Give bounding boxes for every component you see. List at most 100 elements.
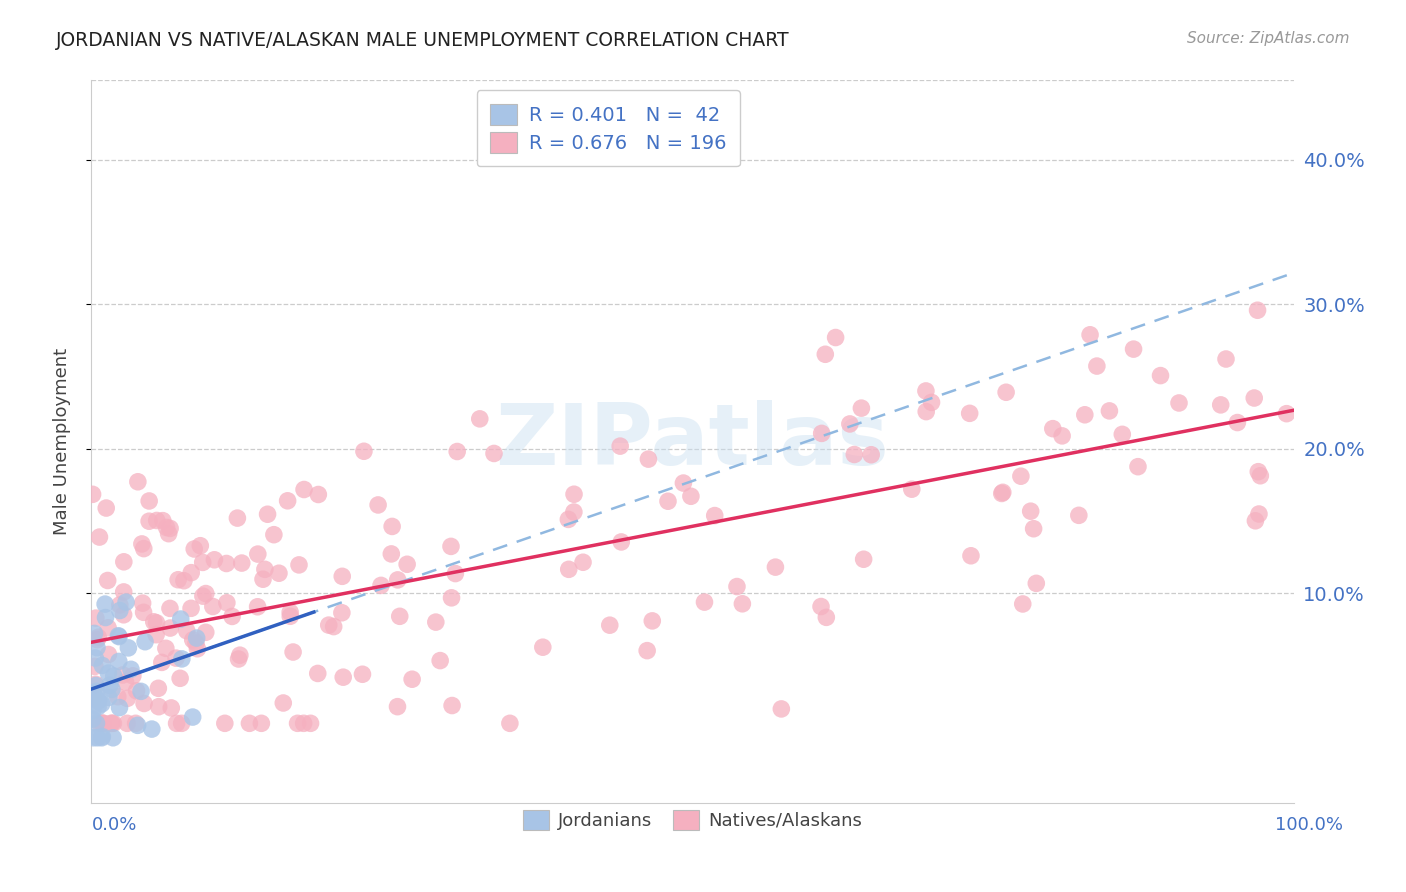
Point xyxy=(186,641,208,656)
Point xyxy=(117,691,139,706)
Point xyxy=(221,609,243,624)
Point xyxy=(86,632,108,647)
Point xyxy=(1275,407,1298,421)
Point xyxy=(641,614,664,628)
Point xyxy=(731,597,754,611)
Point xyxy=(108,630,131,644)
Point xyxy=(814,347,837,361)
Point xyxy=(482,446,505,460)
Point xyxy=(1025,576,1047,591)
Point xyxy=(93,716,115,731)
Point xyxy=(352,667,374,681)
Point xyxy=(380,547,402,561)
Point xyxy=(1126,459,1149,474)
Point xyxy=(256,508,278,522)
Point xyxy=(1022,522,1045,536)
Point xyxy=(91,716,114,731)
Point xyxy=(810,426,832,441)
Point xyxy=(84,611,107,625)
Point xyxy=(169,671,191,685)
Point xyxy=(170,612,193,626)
Point xyxy=(170,716,193,731)
Point xyxy=(1149,368,1171,383)
Point xyxy=(960,549,983,563)
Point xyxy=(440,540,463,554)
Point xyxy=(1226,416,1249,430)
Point xyxy=(815,610,838,624)
Point xyxy=(202,553,225,567)
Point xyxy=(322,619,344,633)
Point xyxy=(499,716,522,731)
Point xyxy=(86,731,108,745)
Point xyxy=(468,412,491,426)
Point xyxy=(330,569,353,583)
Point xyxy=(288,558,311,572)
Point xyxy=(1246,303,1268,318)
Point xyxy=(181,710,204,724)
Point xyxy=(307,666,329,681)
Point xyxy=(142,615,165,629)
Point xyxy=(915,404,938,418)
Point xyxy=(107,690,129,704)
Point xyxy=(991,485,1014,500)
Point xyxy=(108,655,131,669)
Point xyxy=(231,556,253,570)
Point xyxy=(387,699,409,714)
Point xyxy=(531,640,554,655)
Point xyxy=(159,601,181,615)
Point xyxy=(90,697,112,711)
Point xyxy=(122,669,145,683)
Point xyxy=(165,651,187,665)
Point xyxy=(117,640,139,655)
Point xyxy=(1111,427,1133,442)
Point xyxy=(108,700,131,714)
Point xyxy=(173,574,195,588)
Point xyxy=(101,716,124,731)
Point xyxy=(725,580,748,594)
Point xyxy=(201,599,224,614)
Point xyxy=(181,632,204,647)
Point xyxy=(838,417,860,431)
Point xyxy=(194,586,217,600)
Text: 0.0%: 0.0% xyxy=(91,816,136,834)
Point xyxy=(810,599,832,614)
Point xyxy=(1074,408,1097,422)
Y-axis label: Male Unemployment: Male Unemployment xyxy=(52,348,70,535)
Point xyxy=(562,487,585,501)
Point xyxy=(155,520,177,534)
Point xyxy=(636,643,658,657)
Point xyxy=(91,658,114,673)
Point xyxy=(150,656,173,670)
Point xyxy=(115,595,138,609)
Point xyxy=(679,489,702,503)
Point xyxy=(844,448,866,462)
Point xyxy=(148,699,170,714)
Point xyxy=(159,521,181,535)
Point xyxy=(238,716,260,731)
Point xyxy=(115,716,138,731)
Point xyxy=(353,444,375,458)
Point xyxy=(995,385,1018,400)
Point xyxy=(246,599,269,614)
Point xyxy=(1010,469,1032,483)
Point xyxy=(214,716,236,731)
Point xyxy=(103,669,125,683)
Point xyxy=(1098,404,1121,418)
Point xyxy=(1085,359,1108,373)
Point xyxy=(1019,504,1042,518)
Point xyxy=(367,498,389,512)
Point xyxy=(990,486,1012,500)
Point xyxy=(111,668,134,682)
Point xyxy=(562,505,585,519)
Point xyxy=(278,609,301,624)
Point xyxy=(134,634,156,648)
Point xyxy=(83,626,105,640)
Point xyxy=(277,493,299,508)
Point xyxy=(87,699,110,714)
Point xyxy=(87,694,110,708)
Point xyxy=(101,682,124,697)
Point xyxy=(959,406,981,420)
Point xyxy=(765,560,787,574)
Point xyxy=(120,662,142,676)
Point xyxy=(253,562,276,576)
